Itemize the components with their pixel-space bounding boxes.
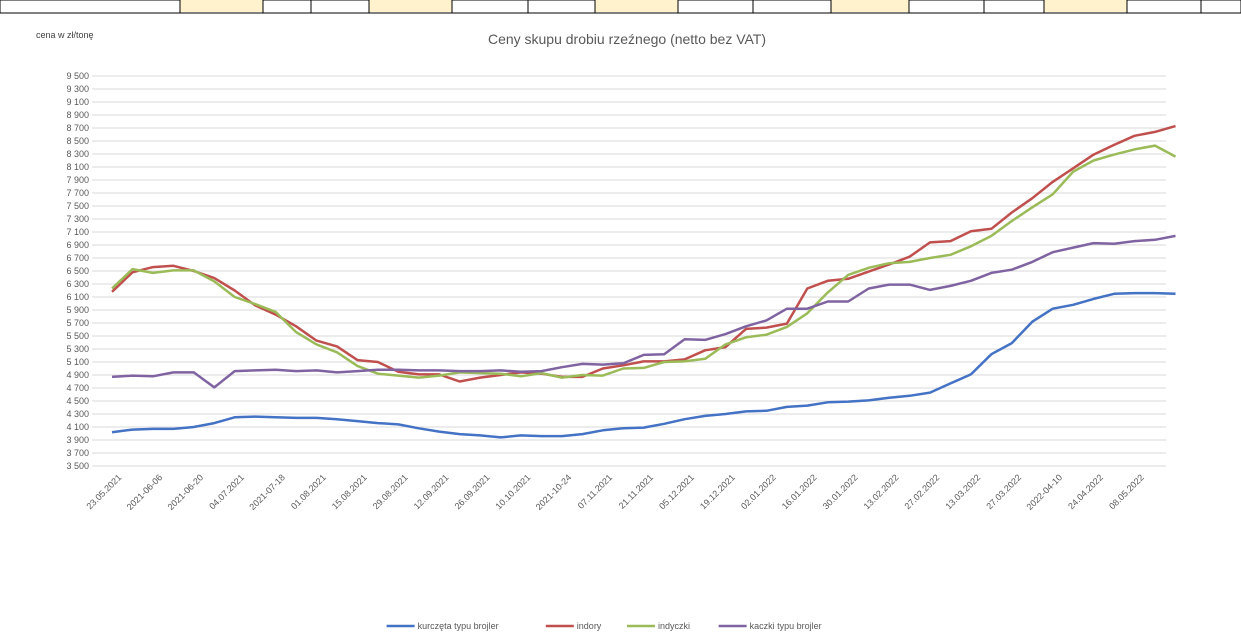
y-tick-label: 5 900 — [66, 305, 89, 315]
chart-title: Ceny skupu drobiu rzeźnego (netto bez VA… — [488, 31, 766, 47]
y-tick-label: 4 300 — [66, 409, 89, 419]
spreadsheet-row — [0, 0, 1241, 14]
y-tick-label: 6 500 — [66, 266, 89, 276]
x-tick-label: 29.08.2021 — [371, 472, 410, 511]
x-tick-label: 04.07.2021 — [207, 472, 246, 511]
x-tick-label: 13.02.2022 — [862, 472, 901, 511]
y-tick-label: 4 500 — [66, 396, 89, 406]
x-tick-label: 10.10.2021 — [494, 472, 533, 511]
x-tick-label: 2022-04-10 — [1025, 472, 1065, 512]
y-tick-label: 5 300 — [66, 344, 89, 354]
series-line — [111, 124, 1176, 383]
y-tick-label: 5 700 — [66, 318, 89, 328]
x-tick-label: 2021-10-24 — [534, 472, 574, 512]
x-tick-label: 19.12.2021 — [698, 472, 737, 511]
x-tick-label: 08.05.2022 — [1107, 472, 1146, 511]
y-tick-label: 5 500 — [66, 331, 89, 341]
y-tick-label: 9 300 — [66, 84, 89, 94]
y-axis-label: cena w zł/tonę — [36, 30, 94, 40]
x-tick-label: 27.02.2022 — [903, 472, 942, 511]
y-tick-label: 6 300 — [66, 279, 89, 289]
y-tick-label: 8 500 — [66, 136, 89, 146]
series-line — [111, 144, 1177, 379]
x-tick-label: 30.01.2022 — [821, 472, 860, 511]
y-tick-label: 7 100 — [66, 227, 89, 237]
y-tick-label: 5 100 — [66, 357, 89, 367]
legend-label: indory — [577, 621, 602, 631]
x-tick-label: 07.11.2021 — [576, 472, 614, 510]
y-tick-label: 6 100 — [66, 292, 89, 302]
x-tick-label: 26.09.2021 — [453, 472, 492, 511]
x-tick-label: 23.05.2021 — [84, 472, 123, 511]
y-tick-label: 4 100 — [66, 422, 89, 432]
x-tick-label: 01.08.2021 — [289, 472, 328, 511]
x-tick-label: 12.09.2021 — [412, 472, 451, 511]
series-line — [111, 234, 1176, 389]
y-tick-label: 7 900 — [66, 175, 89, 185]
y-tick-label: 8 300 — [66, 149, 89, 159]
y-tick-label: 7 300 — [66, 214, 89, 224]
y-tick-label: 6 900 — [66, 240, 89, 250]
y-tick-label: 9 500 — [66, 71, 89, 81]
y-tick-label: 7 700 — [66, 188, 89, 198]
x-tick-label: 16.01.2022 — [780, 472, 819, 511]
x-tick-label: 2021-07-18 — [247, 472, 287, 512]
x-tick-label: 15.08.2021 — [330, 472, 369, 511]
y-tick-label: 6 700 — [66, 253, 89, 263]
y-tick-label: 8 700 — [66, 123, 89, 133]
y-tick-label: 4 900 — [66, 370, 89, 380]
y-tick-label: 9 100 — [66, 97, 89, 107]
legend-label: kaczki typu brojler — [750, 621, 822, 631]
y-tick-label: 3 700 — [66, 448, 89, 458]
y-tick-label: 7 500 — [66, 201, 89, 211]
y-tick-label: 8 900 — [66, 110, 89, 120]
legend-label: indyczki — [658, 621, 690, 631]
x-tick-label: 02.01.2022 — [739, 472, 778, 511]
x-tick-label: 2021-06-20 — [166, 472, 206, 512]
y-tick-label: 3 500 — [66, 461, 89, 471]
x-tick-label: 27.03.2022 — [984, 472, 1023, 511]
x-tick-label: 13.03.2022 — [943, 472, 982, 511]
y-tick-label: 8 100 — [66, 162, 89, 172]
x-tick-label: 24.04.2022 — [1066, 472, 1105, 511]
y-tick-label: 3 900 — [66, 435, 89, 445]
x-tick-label: 2021-06-06 — [125, 472, 165, 512]
x-tick-label: 05.12.2021 — [657, 472, 696, 511]
series-line — [111, 291, 1176, 439]
legend-label: kurczęta typu brojler — [418, 621, 499, 631]
y-tick-label: 4 700 — [66, 383, 89, 393]
x-tick-label: 21.11.2021 — [617, 472, 655, 510]
